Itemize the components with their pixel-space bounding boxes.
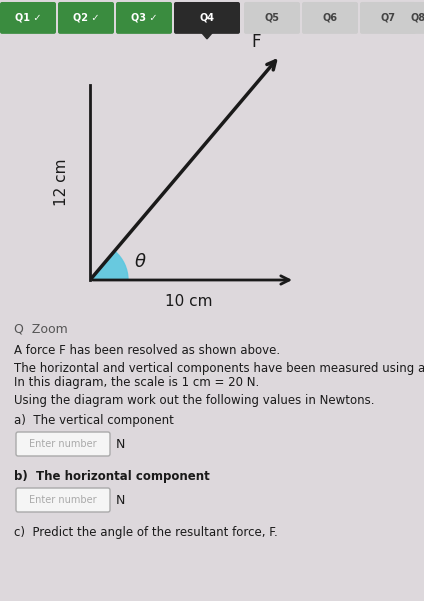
Text: In this diagram, the scale is 1 cm = 20 N.: In this diagram, the scale is 1 cm = 20 … (14, 376, 259, 389)
Text: The horizontal and vertical components have been measured using a ruler.: The horizontal and vertical components h… (14, 362, 424, 375)
FancyBboxPatch shape (0, 2, 56, 34)
Text: Q7: Q7 (380, 13, 396, 23)
Text: Q4: Q4 (200, 13, 215, 23)
FancyBboxPatch shape (390, 2, 424, 34)
FancyBboxPatch shape (174, 2, 240, 34)
FancyBboxPatch shape (302, 2, 358, 34)
Text: N: N (116, 493, 126, 507)
Text: c)  Predict the angle of the resultant force, F.: c) Predict the angle of the resultant fo… (14, 526, 278, 539)
FancyBboxPatch shape (58, 2, 114, 34)
Text: a)  The vertical component: a) The vertical component (14, 414, 174, 427)
Text: Q3 ✓: Q3 ✓ (131, 13, 157, 23)
FancyBboxPatch shape (16, 432, 110, 456)
Polygon shape (201, 32, 213, 39)
Text: 12 cm: 12 cm (55, 159, 70, 206)
Text: A force F has been resolved as shown above.: A force F has been resolved as shown abo… (14, 344, 280, 357)
FancyBboxPatch shape (116, 2, 172, 34)
FancyBboxPatch shape (16, 488, 110, 512)
Text: Using the diagram work out the following values in Newtons.: Using the diagram work out the following… (14, 394, 374, 407)
Wedge shape (90, 251, 128, 280)
Text: Q5: Q5 (265, 13, 279, 23)
Text: θ: θ (134, 253, 145, 271)
Text: Enter number: Enter number (29, 439, 97, 449)
Text: F: F (252, 32, 261, 50)
Text: b)  The horizontal component: b) The horizontal component (14, 470, 210, 483)
Text: Q2 ✓: Q2 ✓ (73, 13, 99, 23)
FancyBboxPatch shape (244, 2, 300, 34)
FancyBboxPatch shape (360, 2, 416, 34)
Text: Q  Zoom: Q Zoom (14, 322, 68, 335)
Text: Q8: Q8 (410, 13, 424, 23)
Text: Q1 ✓: Q1 ✓ (15, 13, 41, 23)
Text: Q6: Q6 (323, 13, 338, 23)
Text: 10 cm: 10 cm (165, 294, 212, 310)
Text: Enter number: Enter number (29, 495, 97, 505)
Text: N: N (116, 438, 126, 451)
